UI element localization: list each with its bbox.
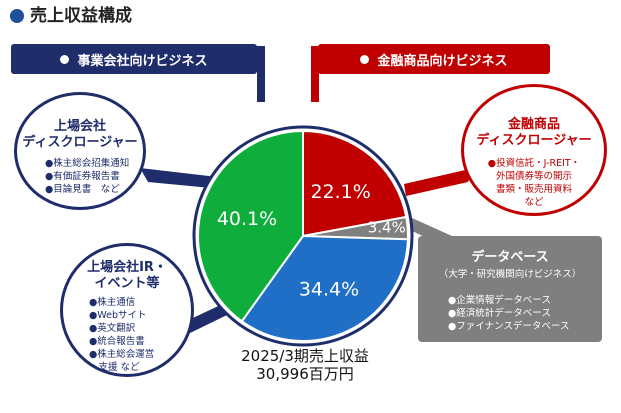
callout-ir-item: ●株主通信 <box>89 297 136 308</box>
callout-ir-item: ●英文翻訳 <box>89 323 136 334</box>
header-right: 金融商品向けビジネス <box>318 44 550 74</box>
pie-slice-label: 40.1% <box>217 208 277 230</box>
callout-ir-title-2: イベント等 <box>94 276 160 291</box>
database-item: ●ファイナンスデータベース <box>448 321 570 332</box>
total-value: 30,996百万円 <box>256 365 354 383</box>
callout-financial-item: など <box>524 197 544 208</box>
callout-financial-item: 外国債券等の開示 <box>495 171 572 182</box>
callout-ir-events: 上場会社IR・ イベント等 ●株主通信 ●Webサイト ●英文翻訳 ●統合報告書… <box>60 243 194 377</box>
callout-ir-item: 支援 など <box>89 362 140 373</box>
database-subtitle: （大学・研究機関向けビジネス） <box>438 269 582 280</box>
callout-ir-item: ●Webサイト <box>89 310 147 321</box>
callout-listed-disclosure: 上場会社 ディスクロージャー ●株主総会招集通知 ●有価証券報告書 ●目論見書 … <box>14 92 146 210</box>
callout-database: データベース （大学・研究機関向けビジネス） ●企業情報データベース ●経済統計… <box>418 236 602 342</box>
callout-financial-item: ●投資信託・J-REIT・ <box>487 158 581 169</box>
callout-financial-item: 書類・販売用資料 <box>495 184 572 195</box>
callout-financial-title-2: ディスクロージャー <box>476 133 592 148</box>
pie-slice-label: 34.4% <box>299 279 359 301</box>
callout-listed-item: ●株主総会招集通知 <box>45 158 130 169</box>
pointer-financial-disclosure <box>404 168 474 196</box>
header-right-label: 金融商品向けビジネス <box>377 53 508 69</box>
header-left-label: 事業会社向けビジネス <box>77 53 208 69</box>
pie-slice-label: 22.1% <box>310 181 370 203</box>
callout-ir-item: ●統合報告書 <box>89 336 145 347</box>
database-item: ●経済統計データベース <box>448 308 551 319</box>
header-right-bracket <box>311 46 319 102</box>
pie-slice <box>197 129 304 323</box>
callout-financial-disclosure: 金融商品 ディスクロージャー ●投資信託・J-REIT・ 外国債券等の開示 書類… <box>461 84 607 216</box>
header-right-bar <box>318 44 550 74</box>
header-left-bracket <box>257 46 265 102</box>
title-dot <box>10 9 24 23</box>
pie-slice-label: 3.4% <box>368 219 406 237</box>
header-left-dot <box>60 54 70 64</box>
callout-ir-title-1: 上場会社IR・ <box>87 260 167 275</box>
database-item: ●企業情報データベース <box>448 295 551 306</box>
pie-slice <box>240 234 409 342</box>
total-label: 2025/3期売上収益 30,996百万円 <box>200 347 410 383</box>
header-left: 事業会社向けビジネス <box>11 44 257 74</box>
header-right-dot <box>360 54 370 64</box>
header-left-bar <box>11 44 257 74</box>
pie-slice <box>302 129 408 238</box>
callout-listed-title-1: 上場会社 <box>53 119 106 134</box>
page-title: 売上収益構成 <box>30 6 132 26</box>
total-period: 2025/3期売上収益 <box>241 347 369 365</box>
callout-ir-item: ●株主総会運営 <box>89 349 155 360</box>
callout-listed-item: ●有価証券報告書 <box>45 171 120 182</box>
callout-listed-title-2: ディスクロージャー <box>22 135 138 150</box>
database-title: データベース <box>471 250 549 265</box>
callout-financial-title-1: 金融商品 <box>507 117 560 132</box>
callout-listed-item: ●目論見書 など <box>45 184 120 195</box>
